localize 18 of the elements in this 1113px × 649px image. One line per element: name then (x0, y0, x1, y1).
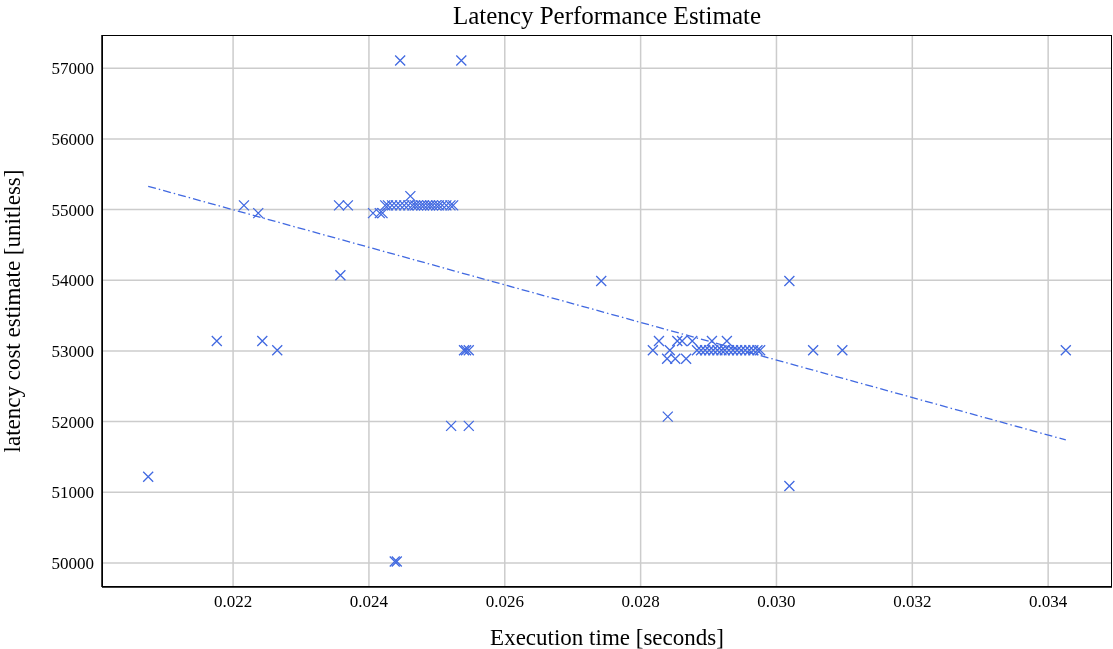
x-tick-label: 0.028 (621, 592, 660, 612)
y-tick-label: 56000 (51, 129, 94, 149)
y-tick-label: 53000 (51, 341, 94, 361)
y-tick-label: 55000 (51, 200, 94, 220)
y-tick-label: 52000 (51, 412, 94, 432)
x-axis-title: Execution time [seconds] (490, 625, 724, 649)
x-tick-label: 0.034 (1029, 592, 1068, 612)
y-tick-label: 57000 (51, 59, 94, 79)
x-tick-label: 0.024 (349, 592, 389, 612)
y-tick-label: 50000 (51, 554, 94, 573)
x-tick-label: 0.026 (485, 592, 524, 612)
y-axis-title: latency cost estimate [unitless] (0, 169, 26, 453)
y-tick-label: 54000 (51, 271, 94, 291)
x-tick-label: 0.022 (213, 592, 253, 612)
x-tick-label: 0.032 (893, 592, 932, 612)
chart-title: Latency Performance Estimate (451, 1, 763, 31)
x-tick-label: 0.030 (757, 592, 796, 612)
y-tick-label: 51000 (51, 483, 94, 503)
